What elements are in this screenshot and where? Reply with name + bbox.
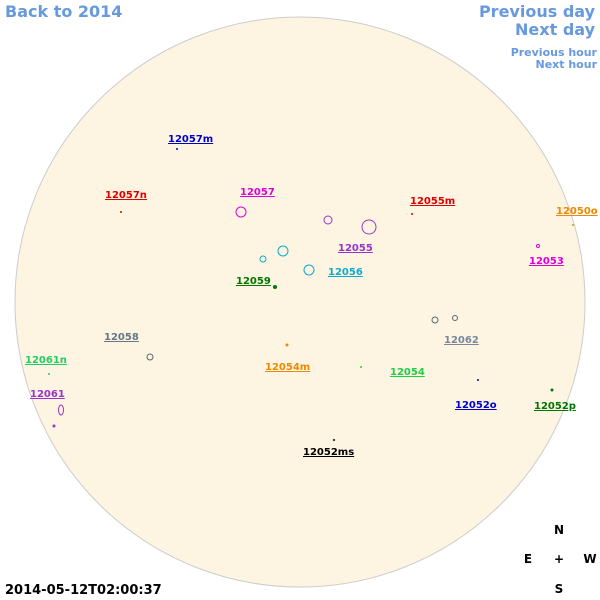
spot — [285, 343, 289, 347]
region-label[interactable]: 12054 — [390, 367, 425, 378]
region-label[interactable]: 12054m — [265, 362, 310, 373]
spot — [273, 285, 277, 289]
region-label[interactable]: 12055 — [338, 243, 373, 254]
spot — [452, 315, 458, 321]
region-label[interactable]: 12057m — [168, 134, 213, 145]
region-label[interactable]: 12050o — [556, 206, 598, 217]
spot — [323, 215, 333, 225]
back-link[interactable]: Back to 2014 — [5, 2, 122, 21]
region-label[interactable]: 12052o — [455, 400, 497, 411]
compass-south: S — [555, 582, 564, 596]
region-label[interactable]: 12052p — [534, 401, 576, 412]
previous-hour-link[interactable]: Previous hour — [511, 46, 598, 59]
spot — [572, 224, 574, 226]
compass-west: W — [583, 552, 596, 566]
spot — [48, 373, 50, 375]
region-label[interactable]: 12055m — [410, 196, 455, 207]
spot — [259, 255, 267, 263]
region-label[interactable]: 12062 — [444, 335, 479, 346]
spot — [411, 213, 413, 215]
spot — [477, 379, 479, 381]
region-label[interactable]: 12061n — [25, 355, 67, 366]
region-label[interactable]: 12057n — [105, 190, 147, 201]
region-label[interactable]: 12052ms — [303, 447, 354, 458]
spot — [52, 424, 56, 428]
spot — [176, 148, 178, 150]
region-labels: 12057m 12057n 12057 12055m 12050o 12055 12056 1… — [25, 134, 598, 458]
next-day-link[interactable]: Next day — [515, 20, 596, 39]
spot — [146, 353, 154, 361]
solar-disk — [14, 16, 586, 588]
spot — [277, 245, 289, 257]
region-label[interactable]: 12053 — [529, 256, 564, 267]
spot — [333, 439, 335, 441]
region-label[interactable]: 12056 — [328, 267, 363, 278]
spot — [235, 206, 247, 218]
spot — [120, 211, 122, 213]
region-label[interactable]: 12058 — [104, 332, 139, 343]
spot — [360, 366, 362, 368]
spot — [536, 244, 540, 248]
spot — [550, 388, 554, 392]
next-hour-link[interactable]: Next hour — [536, 58, 598, 71]
timestamp: 2014-05-12T02:00:37 — [5, 583, 162, 598]
region-label[interactable]: 12059 — [236, 276, 271, 287]
spot — [303, 264, 315, 276]
compass-east: E — [524, 552, 532, 566]
spot — [58, 404, 64, 416]
spot — [431, 316, 439, 324]
region-label[interactable]: 12057 — [240, 187, 275, 198]
compass-center: + — [554, 552, 564, 566]
region-label[interactable]: 12061 — [30, 389, 65, 400]
previous-day-link[interactable]: Previous day — [479, 2, 596, 21]
spots — [48, 148, 574, 441]
spot — [361, 219, 377, 235]
compass-north: N — [554, 523, 564, 537]
